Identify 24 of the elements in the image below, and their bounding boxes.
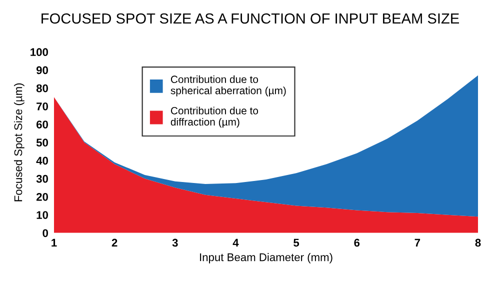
y-axis-title: Focused Spot Size (µm) [14,83,24,202]
legend-label: Contribution due to spherical aberration (µm) [170,75,286,96]
legend-label: Contribution due to diffraction (µm) [170,106,258,128]
y-tick-label: 100 [30,48,48,56]
y-tick-label: 10 [36,211,48,219]
x-tick-label: 4 [232,238,239,247]
y-tick-label: 40 [36,156,48,165]
chart-title: FOCUSED SPOT SIZE AS A FUNCTION OF INPUT BEAM SIZE [42,13,459,24]
x-tick-label: 8 [475,238,481,247]
x-tick-label: 6 [354,238,360,247]
x-axis-title: Input Beam Diameter (mm) [200,253,332,264]
x-tick-label: 2 [112,238,118,247]
y-tick-label: 70 [36,102,48,110]
y-tick-label: 0 [42,229,48,238]
y-tick-label: 90 [36,66,48,74]
y-tick-label: 50 [36,138,48,147]
y-tick-label: 30 [36,174,48,183]
x-tick-label: 7 [414,238,420,247]
x-tick-label: 1 [52,238,57,247]
x-tick-label: 5 [294,238,300,247]
y-tick-label: 60 [36,120,48,128]
y-tick-label: 20 [36,192,48,201]
x-tick-label: 3 [172,238,178,247]
y-tick-label: 80 [36,84,48,92]
